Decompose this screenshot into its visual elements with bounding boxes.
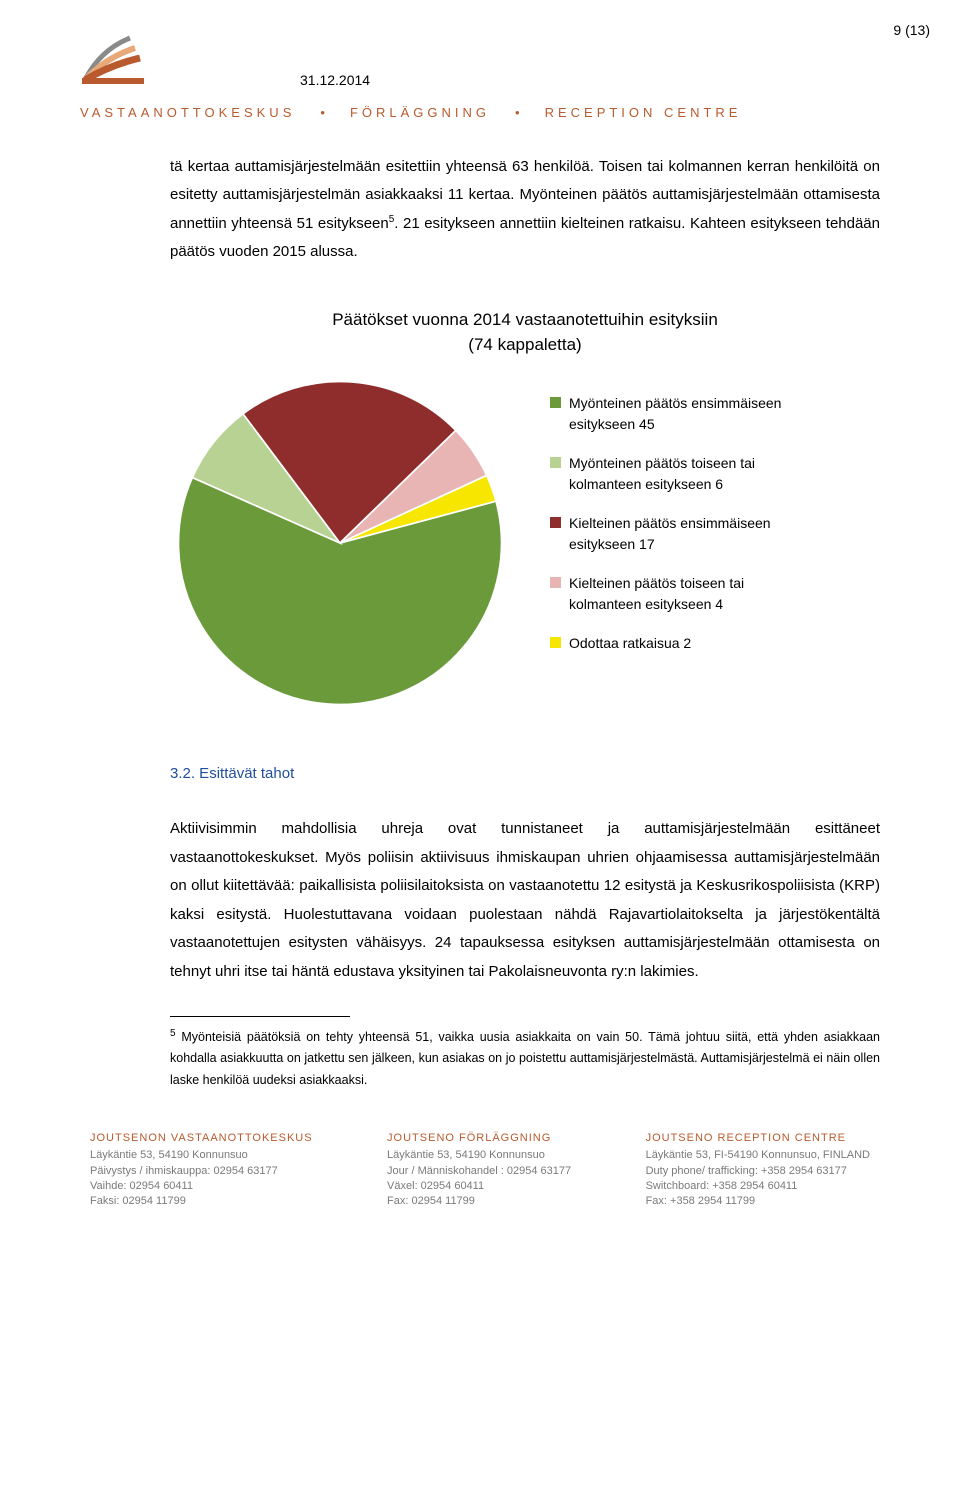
footer-line: Läykäntie 53, 54190 Konnunsuo [90, 1148, 313, 1163]
legend-label: Myönteinen päätös ensimmäiseen esityksee… [569, 393, 789, 435]
org-name-fi: VASTAANOTTOKESKUS [80, 103, 295, 123]
chart-title-line1: Päätökset vuonna 2014 vastaanotettuihin … [332, 310, 718, 329]
footer-line: Vaihde: 02954 60411 [90, 1179, 313, 1194]
footer: JOUTSENON VASTAANOTTOKESKUS Läykäntie 53… [80, 1131, 880, 1210]
legend-item: Kielteinen päätös toiseen tai kolmanteen… [550, 573, 789, 615]
legend-item: Myönteinen päätös toiseen tai kolmanteen… [550, 453, 789, 495]
legend-item: Myönteinen päätös ensimmäiseen esityksee… [550, 393, 789, 435]
legend-swatch [550, 577, 561, 588]
separator-dot: • [515, 103, 520, 123]
legend-swatch [550, 517, 561, 528]
footer-col-sv: JOUTSENO FÖRLÄGGNING Läykäntie 53, 54190… [387, 1131, 571, 1210]
legend-swatch [550, 397, 561, 408]
footer-col-fi: JOUTSENON VASTAANOTTOKESKUS Läykäntie 53… [90, 1131, 313, 1210]
footer-line: Växel: 02954 60411 [387, 1179, 571, 1194]
pie-chart [170, 373, 510, 713]
org-name-en: RECEPTION CENTRE [545, 103, 742, 123]
footer-line: Läykäntie 53, 54190 Konnunsuo [387, 1148, 571, 1163]
footer-line: Jour / Människohandel : 02954 63177 [387, 1164, 571, 1179]
legend-swatch [550, 457, 561, 468]
chart-row: Myönteinen päätös ensimmäiseen esityksee… [170, 373, 880, 713]
separator-dot: • [320, 103, 325, 123]
org-name-sv: FÖRLÄGGNING [350, 103, 490, 123]
footer-line: Läykäntie 53, FI-54190 Konnunsuo, FINLAN… [646, 1148, 870, 1163]
paragraph-1: tä kertaa auttamisjärjestelmään esitetti… [170, 153, 880, 267]
footer-title-fi: JOUTSENON VASTAANOTTOKESKUS [90, 1131, 313, 1146]
footer-line: Fax: 02954 11799 [387, 1194, 571, 1209]
footer-line: Päivystys / ihmiskauppa: 02954 63177 [90, 1164, 313, 1179]
page-number: 9 (13) [893, 20, 930, 41]
document-date: 31.12.2014 [300, 70, 370, 91]
legend-label: Odottaa ratkaisua 2 [569, 633, 691, 654]
footer-line: Faksi: 02954 11799 [90, 1194, 313, 1209]
footer-line: Duty phone/ trafficking: +358 2954 63177 [646, 1164, 870, 1179]
org-bar: VASTAANOTTOKESKUS • FÖRLÄGGNING • RECEPT… [80, 103, 880, 123]
footnote-text: Myönteisiä päätöksiä on tehty yhteensä 5… [170, 1030, 880, 1087]
section-heading: 3.2. Esittävät tahot [170, 763, 880, 786]
legend-label: Myönteinen päätös toiseen tai kolmanteen… [569, 453, 789, 495]
footer-line: Fax: +358 2954 11799 [646, 1194, 870, 1209]
footnote-divider [170, 1016, 350, 1017]
paragraph-2: Aktiivisimmin mahdollisia uhreja ovat tu… [170, 815, 880, 986]
footer-col-en: JOUTSENO RECEPTION CENTRE Läykäntie 53, … [646, 1131, 870, 1210]
logo-date-row: 31.12.2014 [80, 30, 880, 91]
chart-title: Päätökset vuonna 2014 vastaanotettuihin … [170, 307, 880, 358]
pie-chart-section: Päätökset vuonna 2014 vastaanotettuihin … [170, 307, 880, 713]
footer-title-en: JOUTSENO RECEPTION CENTRE [646, 1131, 870, 1146]
footnote-5: 5 Myönteisiä päätöksiä on tehty yhteensä… [170, 1025, 880, 1091]
footer-line: Switchboard: +358 2954 60411 [646, 1179, 870, 1194]
header: 31.12.2014 VASTAANOTTOKESKUS • FÖRLÄGGNI… [80, 30, 880, 123]
legend-item: Odottaa ratkaisua 2 [550, 633, 789, 654]
chart-legend: Myönteinen päätös ensimmäiseen esityksee… [550, 373, 789, 654]
chart-title-line2: (74 kappaletta) [468, 335, 581, 354]
footer-title-sv: JOUTSENO FÖRLÄGGNING [387, 1131, 571, 1146]
legend-swatch [550, 637, 561, 648]
logo-icon [80, 30, 150, 90]
legend-label: Kielteinen päätös toiseen tai kolmanteen… [569, 573, 789, 615]
legend-item: Kielteinen päätös ensimmäiseen esityksee… [550, 513, 789, 555]
legend-label: Kielteinen päätös ensimmäiseen esityksee… [569, 513, 789, 555]
